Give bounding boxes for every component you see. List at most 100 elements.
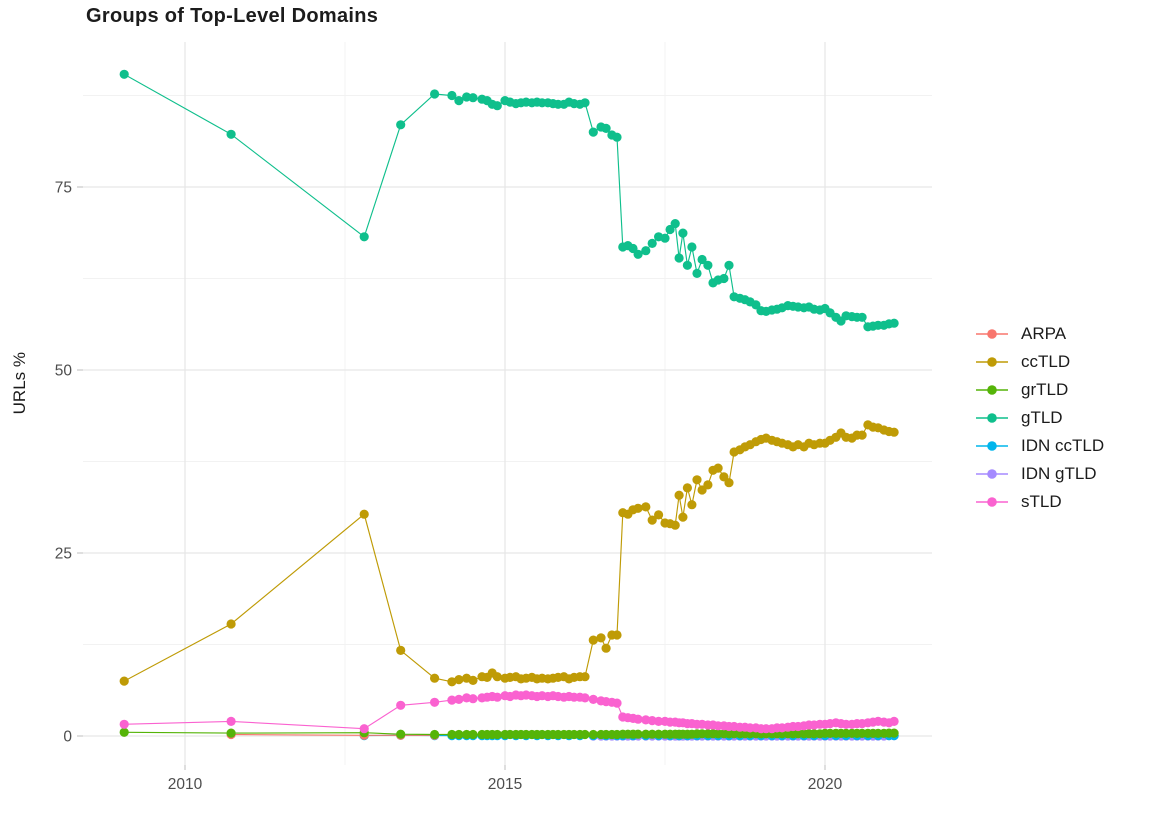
data-point [654, 716, 664, 727]
legend-item-grtld: grTLD [975, 376, 1104, 404]
data-point [580, 672, 590, 682]
legend-label: gTLD [1021, 408, 1063, 427]
data-point [447, 677, 457, 687]
data-point [678, 228, 688, 238]
data-point [654, 510, 664, 520]
legend-item-gtld: gTLD [975, 404, 1104, 432]
data-point [468, 729, 478, 740]
data-point [633, 714, 643, 724]
data-point [857, 430, 867, 440]
chart-title: Groups of Top-Level Domains [86, 5, 379, 27]
legend-item-cctld: ccTLD [975, 348, 1104, 376]
data-point [588, 729, 598, 740]
series-cctld [119, 420, 899, 687]
data-point [588, 127, 598, 137]
legend-key-icon [976, 469, 1008, 479]
series-stld [119, 690, 899, 734]
data-point [226, 728, 236, 738]
axis-ticks [77, 186, 826, 770]
data-point [492, 729, 502, 740]
y-tick-label: 50 [55, 363, 73, 380]
data-point [588, 694, 598, 705]
data-point [462, 729, 472, 740]
legend: ARPA ccTLD grTLD gTLD IDN ccTLD IDN gTLD sTLD [975, 320, 1104, 516]
data-point [359, 724, 369, 734]
data-point [703, 260, 713, 270]
data-point [447, 729, 457, 740]
data-point [492, 672, 502, 682]
data-point [612, 698, 622, 708]
data-point [692, 475, 702, 485]
data-point [492, 101, 502, 111]
data-point [719, 273, 729, 284]
data-point [588, 635, 598, 645]
data-point [889, 728, 899, 738]
data-point [654, 729, 664, 739]
legend-label: grTLD [1021, 380, 1069, 399]
data-point [641, 502, 651, 512]
data-point [430, 89, 440, 99]
data-point [641, 246, 651, 256]
data-point [641, 729, 651, 739]
data-point [226, 129, 236, 139]
data-point [580, 693, 590, 703]
legend-key-icon [976, 385, 1008, 395]
legend-item-stld: sTLD [975, 488, 1104, 516]
legend-label: sTLD [1021, 492, 1062, 511]
data-point [447, 695, 457, 705]
data-point [468, 694, 478, 704]
data-point [430, 673, 440, 683]
data-point [492, 692, 502, 702]
data-point [454, 694, 464, 705]
y-tick-label: 0 [63, 729, 72, 746]
legend-label: ARPA [1021, 324, 1067, 343]
data-point [724, 478, 734, 488]
series-line [231, 733, 435, 736]
data-point [647, 238, 657, 248]
data-point [580, 729, 590, 740]
data-point [612, 132, 622, 142]
legend-item-arpa: ARPA [975, 320, 1104, 348]
data-point [359, 232, 369, 242]
y-tick-label: 75 [55, 180, 72, 197]
y-axis-title: URLs % [10, 352, 29, 415]
data-point [889, 716, 899, 727]
data-point [703, 480, 713, 490]
data-point [454, 729, 464, 740]
data-point [468, 93, 478, 103]
data-point [226, 716, 236, 727]
gridlines-minor [83, 42, 932, 765]
series-gtld [119, 69, 899, 332]
legend-key-icon [976, 413, 1008, 423]
legend-label: ccTLD [1021, 352, 1071, 371]
data-point [670, 520, 680, 530]
data-point [724, 260, 734, 270]
data-point [857, 312, 867, 322]
data-point [119, 727, 129, 737]
y-tick-label: 25 [55, 546, 72, 563]
data-point [697, 254, 707, 265]
legend-key-icon [976, 441, 1008, 451]
x-tick-label: 2010 [168, 776, 203, 793]
data-point [430, 729, 440, 740]
data-point [396, 729, 406, 739]
data-point [396, 120, 406, 130]
data-point [468, 675, 478, 686]
series-line [123, 73, 895, 328]
data-point [678, 512, 688, 522]
x-tick-label: 2020 [808, 776, 843, 793]
data-point [633, 249, 643, 259]
data-point [633, 503, 643, 513]
legend-key-icon [976, 497, 1008, 507]
data-point [687, 500, 697, 510]
data-point [430, 697, 440, 707]
data-point [601, 123, 611, 133]
data-point [647, 729, 657, 739]
data-point [454, 96, 464, 106]
series-arpa [226, 729, 440, 740]
data-point [396, 700, 406, 710]
data-point [682, 260, 693, 270]
gridlines-major [83, 42, 932, 765]
data-point [633, 729, 643, 739]
